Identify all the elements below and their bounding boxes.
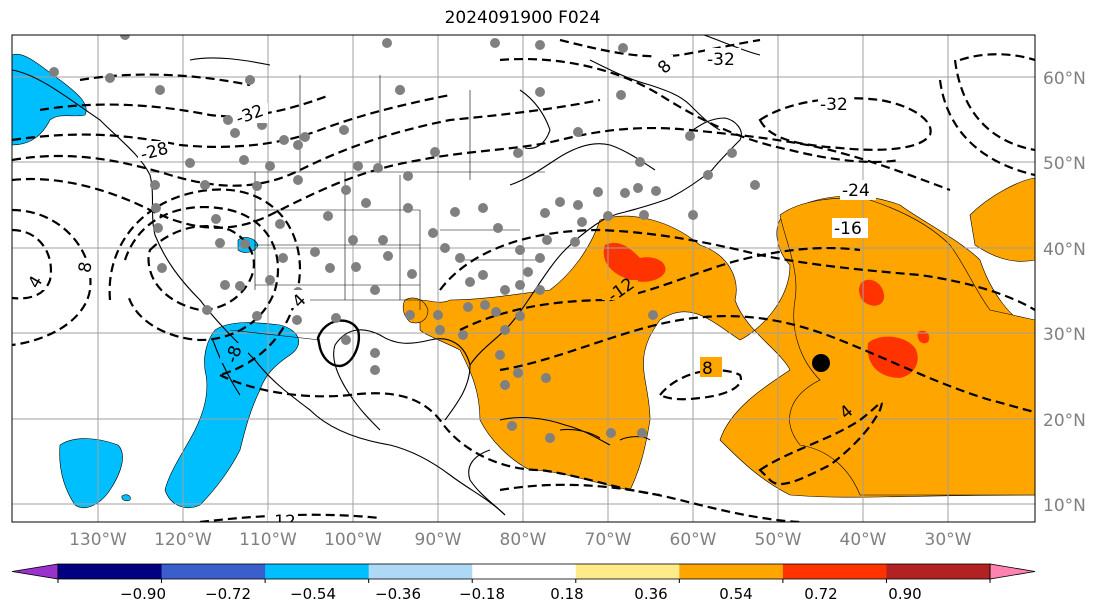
colorbar-segment	[575, 564, 680, 579]
colorbar-segment	[782, 564, 887, 579]
strong-positive-anomaly-shading	[603, 242, 930, 378]
map-frame	[11, 34, 1036, 523]
lon-label: 130°W	[69, 530, 127, 550]
lat-label: 50°N	[1043, 154, 1086, 174]
colorbar-tick-label: 0.90	[888, 585, 921, 603]
colorbar-tick-label: 0.18	[550, 585, 583, 603]
map-area: -32 -32 -32 -28 -24 -16 -12 8 4 4 -8 8 -…	[12, 35, 1035, 532]
lat-label: 60°N	[1043, 69, 1086, 89]
colorbar-tick-label: −0.72	[205, 585, 251, 603]
lon-label: 120°W	[154, 530, 212, 550]
lon-label: 80°W	[500, 530, 547, 550]
contour-label: -32	[820, 95, 848, 115]
contour-label: -24	[842, 181, 870, 201]
colorbar-segment	[679, 564, 784, 579]
station-dots	[49, 35, 760, 443]
contour-label: -32	[707, 50, 735, 70]
lat-label: 40°N	[1043, 240, 1086, 260]
latitude-labels: 60°N 50°N 40°N 30°N 20°N 10°N	[1043, 69, 1086, 516]
contour-label: 8	[702, 359, 713, 379]
lon-label: 110°W	[239, 530, 297, 550]
colorbar-segment	[472, 564, 577, 579]
contour-label: -12	[268, 512, 296, 532]
lon-label: 50°W	[755, 530, 802, 550]
colorbar	[11, 563, 1036, 583]
colorbar-segment	[58, 564, 163, 579]
colorbar-segment	[265, 564, 370, 579]
lat-label: 20°N	[1043, 411, 1086, 431]
political-borders	[150, 75, 545, 341]
colorbar-tick-label: −0.36	[375, 585, 421, 603]
lon-label: 60°W	[670, 530, 717, 550]
contour-label: -8	[222, 343, 247, 366]
longitude-labels: 130°W 120°W 110°W 100°W 90°W 80°W 70°W 6…	[69, 530, 972, 550]
colorbar-segment	[368, 564, 473, 579]
colorbar-tick-label: −0.18	[459, 585, 505, 603]
contour-label: 8	[75, 260, 97, 274]
colorbar-tick-label: 0.36	[634, 585, 667, 603]
lon-label: 40°W	[840, 530, 887, 550]
colorbar-frame	[57, 563, 991, 580]
negative-anomaly-shading	[12, 53, 299, 509]
lon-label: 100°W	[324, 530, 382, 550]
contour-label: -16	[834, 219, 862, 239]
colorbar-tick-label: −0.90	[120, 585, 166, 603]
colorbar-tick-label: 0.72	[804, 585, 837, 603]
lon-label: 90°W	[415, 530, 462, 550]
colorbar-tick-labels: −0.90 −0.72 −0.54 −0.36 −0.18 0.18 0.36 …	[120, 585, 922, 603]
lon-label: 70°W	[585, 530, 632, 550]
colorbar-tick-label: −0.54	[290, 585, 336, 603]
colorbar-tick-label: 0.54	[719, 585, 752, 603]
lon-label: 30°W	[925, 530, 972, 550]
lat-label: 30°N	[1043, 325, 1086, 345]
colorbar-extend-high	[989, 563, 1036, 580]
colorbar-segment	[886, 564, 991, 579]
colorbar-extend-low	[11, 563, 59, 580]
lat-label: 10°N	[1043, 496, 1086, 516]
colorbar-segment	[161, 564, 266, 579]
map-title: 2024091900 F024	[444, 8, 601, 28]
storm-position-marker	[812, 354, 830, 372]
